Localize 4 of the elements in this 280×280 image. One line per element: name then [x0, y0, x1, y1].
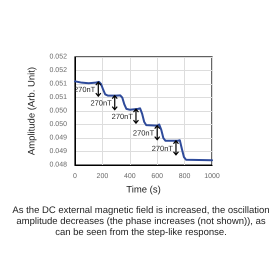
text: As the DC external magnetic field is increased, the oscillation amplitude decreases (the phase increases (not shown)), as can be seen from the step-like response.	[11, 205, 271, 238]
y-axis-title: Amplitude (Arb. Unit)	[26, 66, 38, 156]
line-series	[74, 80, 213, 162]
x-axis-title: Time (s)	[126, 184, 161, 196]
